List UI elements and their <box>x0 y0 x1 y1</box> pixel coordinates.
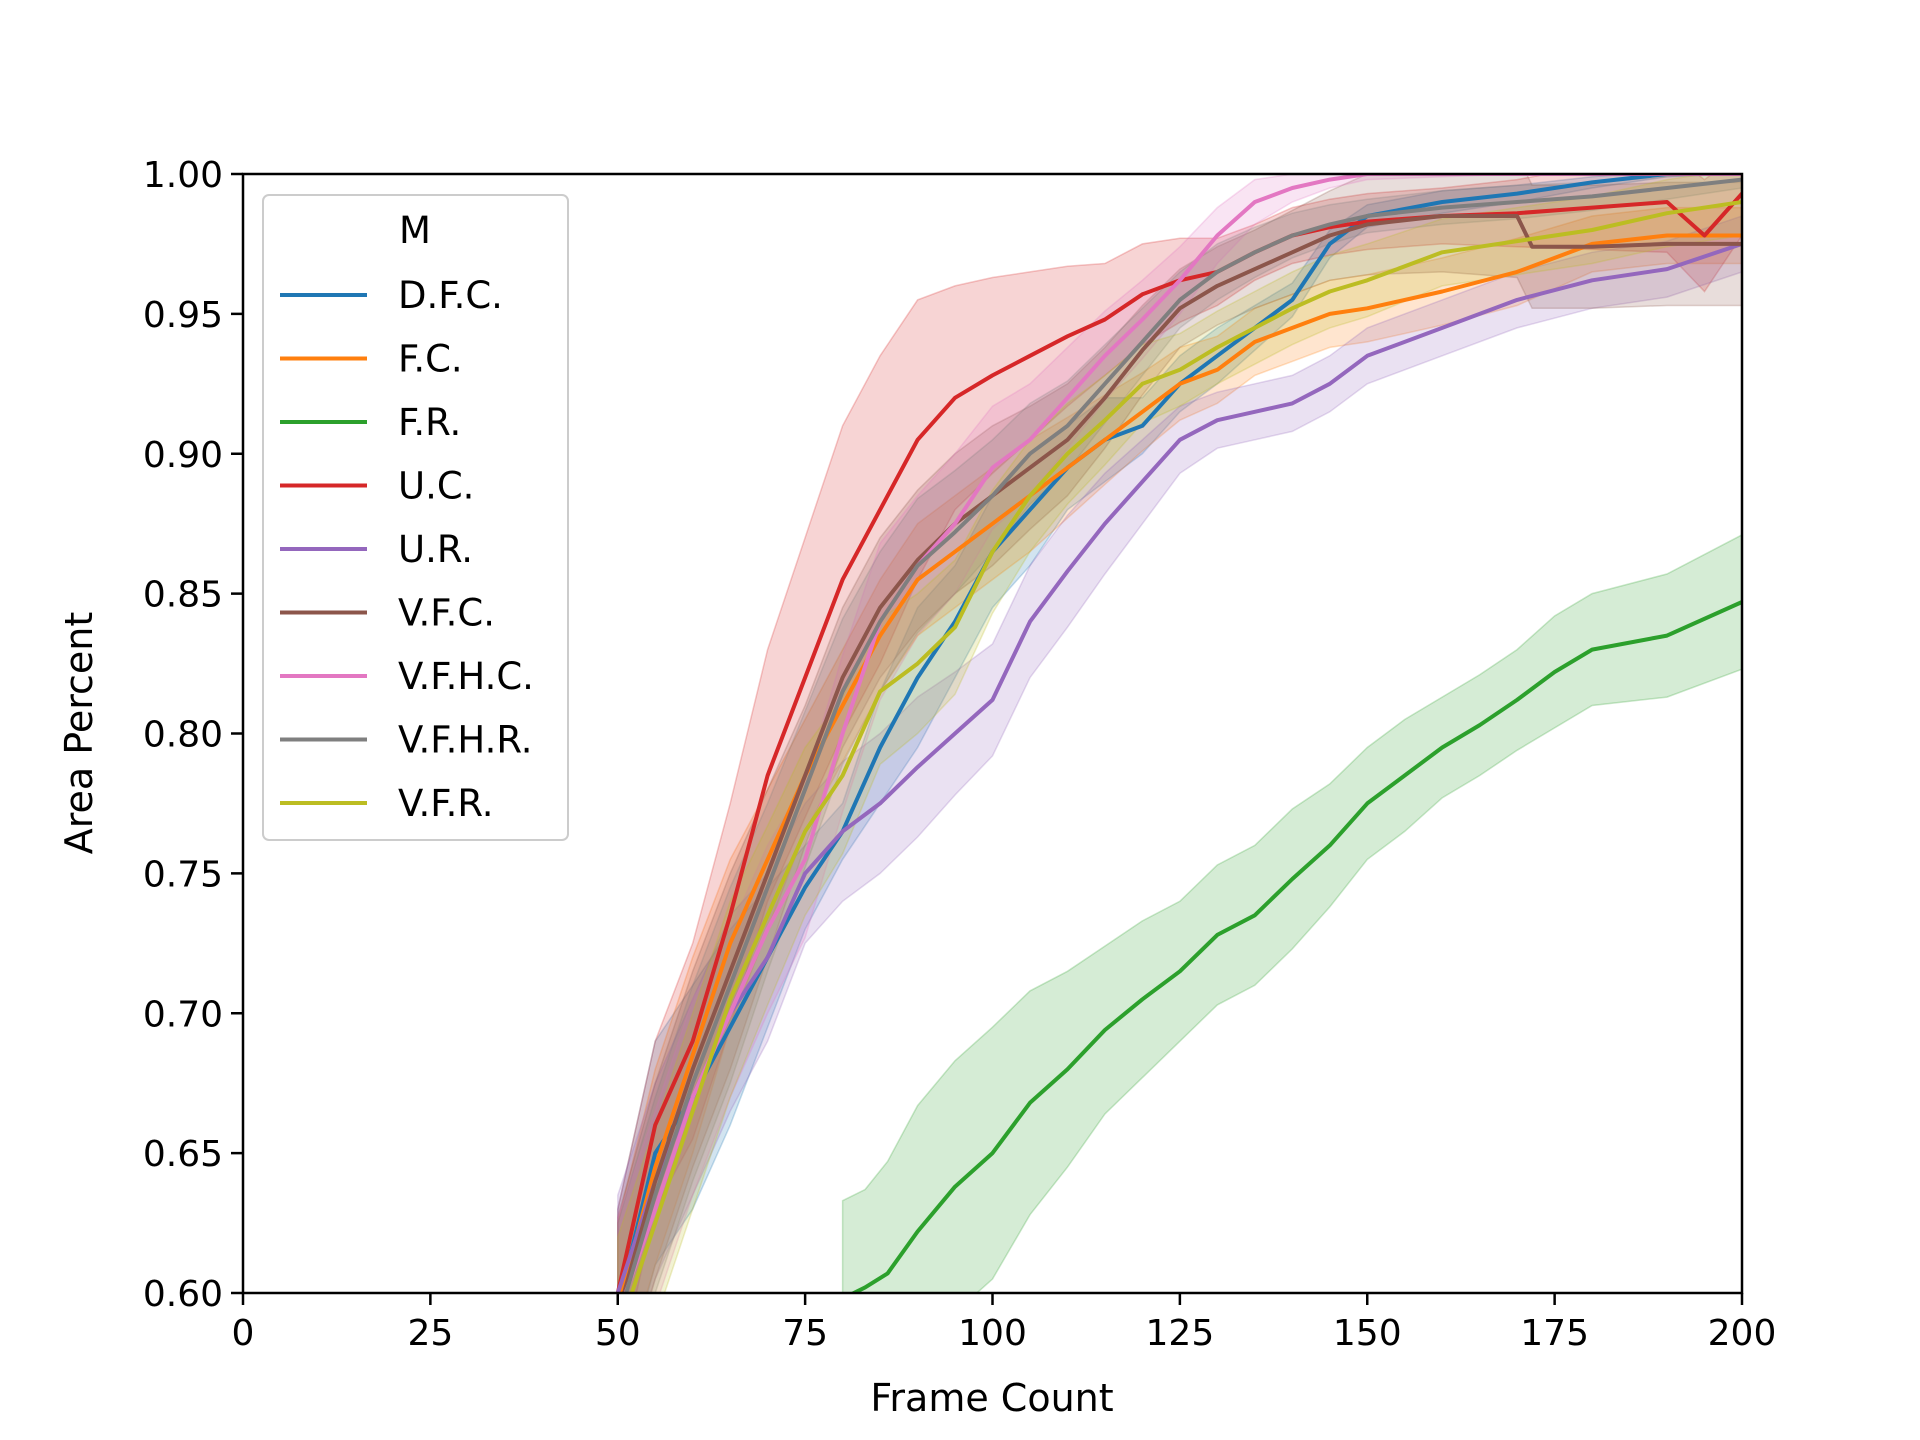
legend: M D.F.C. F.C. F.R. U.C. U.R. V.F.C. V.F.H.C. V.… <box>262 194 569 841</box>
y-axis-label: Area Percent <box>57 612 101 855</box>
x-tick-label: 100 <box>958 1313 1027 1354</box>
series-line-fc <box>619 233 1742 1293</box>
x-tick-label: 150 <box>1333 1313 1402 1354</box>
series-line-vfhc <box>623 174 1742 1293</box>
legend-label: V.F.C. <box>398 592 495 635</box>
series-line-vfr <box>629 200 1742 1293</box>
legend-title: M <box>399 209 431 252</box>
x-tick-label: 175 <box>1520 1313 1589 1354</box>
x-tick-label: 25 <box>407 1313 453 1354</box>
x-tick-label: 125 <box>1146 1313 1215 1354</box>
band-fr <box>841 534 1742 1293</box>
y-tick-label: 0.80 <box>143 715 223 756</box>
x-tick-label: 0 <box>232 1313 255 1354</box>
band-ur <box>617 215 1742 1293</box>
y-tick-label: 0.60 <box>143 1274 223 1315</box>
y-axis-ticks: 0.60 0.65 0.70 0.75 0.80 0.85 0.90 0.95 1.00 <box>143 155 243 1315</box>
series-line-vfhr <box>624 177 1742 1293</box>
legend-label: U.R. <box>398 528 473 571</box>
series-line-ur <box>615 241 1742 1293</box>
x-tick-label: 200 <box>1708 1313 1777 1354</box>
y-tick-label: 0.65 <box>143 1134 223 1175</box>
x-tick-label: 50 <box>595 1313 641 1354</box>
x-axis-ticks: 0 25 50 75 100 125 150 175 200 <box>232 1293 1777 1354</box>
y-tick-label: 0.75 <box>143 854 223 895</box>
legend-label: U.C. <box>398 465 474 508</box>
legend-label: D.F.C. <box>398 274 503 317</box>
series-line-fr <box>849 600 1742 1293</box>
x-axis-label: Frame Count <box>870 1376 1113 1420</box>
y-tick-label: 0.85 <box>143 575 223 616</box>
legend-label: F.C. <box>398 338 463 381</box>
series-lines <box>615 174 1742 1293</box>
legend-label: V.F.H.R. <box>398 719 533 762</box>
y-tick-label: 0.90 <box>143 435 223 476</box>
y-tick-label: 0.70 <box>143 994 223 1035</box>
legend-items: D.F.C. F.C. F.R. U.C. U.R. V.F.C. V.F.H.C. V.F.… <box>280 274 534 825</box>
legend-box <box>262 194 569 841</box>
series-line-vfc <box>621 214 1742 1293</box>
y-tick-label: 0.95 <box>143 295 223 336</box>
y-tick-label: 1.00 <box>143 155 223 196</box>
legend-label: V.F.R. <box>398 782 494 825</box>
x-tick-label: 75 <box>782 1313 828 1354</box>
legend-label: V.F.H.C. <box>398 655 534 698</box>
band-fc <box>617 206 1742 1293</box>
legend-label: F.R. <box>398 401 461 444</box>
